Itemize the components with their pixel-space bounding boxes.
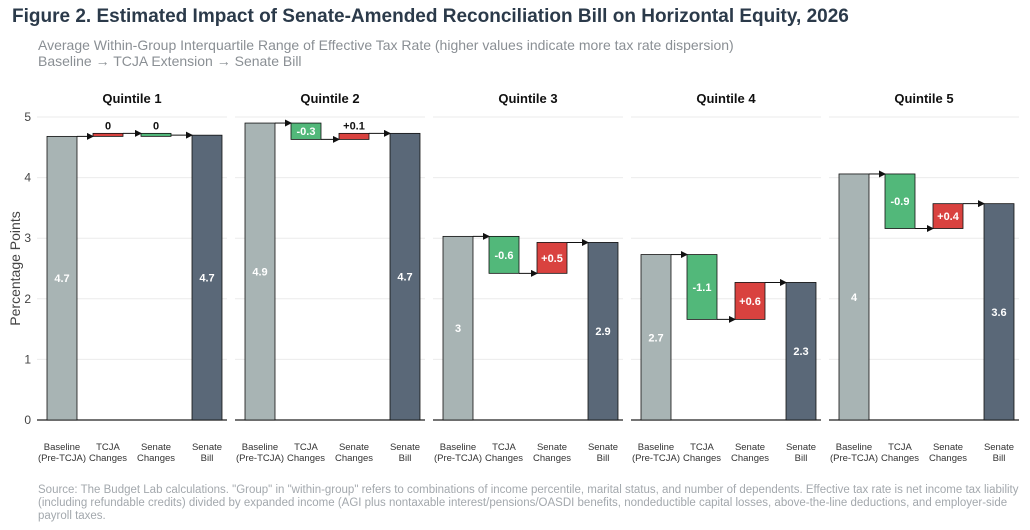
x-tick-label: Senate bbox=[141, 442, 171, 453]
x-tick-label: Senate bbox=[588, 442, 618, 453]
x-tick-label: Changes bbox=[731, 453, 769, 464]
bar-value-label: -0.3 bbox=[297, 126, 316, 138]
x-tick-label: (Pre-TCJA) bbox=[434, 453, 482, 464]
bar-final bbox=[785, 282, 817, 421]
x-tick-label: Bill bbox=[399, 453, 412, 464]
bar-total bbox=[640, 254, 672, 421]
bar-total bbox=[442, 235, 474, 421]
bar-value-label: 4.7 bbox=[199, 273, 214, 285]
bar-total bbox=[838, 173, 870, 421]
x-tick-label: Changes bbox=[89, 453, 127, 464]
panel-title: Quintile 1 bbox=[102, 91, 161, 106]
bar-increase bbox=[536, 242, 568, 274]
y-axis-label: Percentage Points bbox=[7, 211, 23, 325]
x-tick-label: Senate bbox=[537, 442, 567, 453]
bar-decrease bbox=[290, 122, 322, 140]
bar-value-label: +0.5 bbox=[541, 253, 563, 265]
x-tick-label: Bill bbox=[597, 453, 610, 464]
x-tick-label: Senate bbox=[735, 442, 765, 453]
bar-value-label: 3 bbox=[455, 323, 461, 335]
bar-increase bbox=[92, 132, 124, 137]
x-tick-label: Senate bbox=[192, 442, 222, 453]
bar-final bbox=[191, 134, 223, 421]
subtitle-line-2: Baseline → TCJA Extension → Senate Bill bbox=[38, 53, 302, 69]
y-tick-label: 5 bbox=[24, 110, 31, 124]
bar-value-label: +0.1 bbox=[343, 120, 365, 132]
x-tick-label: Senate bbox=[984, 442, 1014, 453]
bar-value-label: 4.7 bbox=[54, 273, 69, 285]
x-tick-label: Changes bbox=[683, 453, 721, 464]
x-tick-label: Baseline bbox=[638, 442, 674, 453]
y-tick-label: 0 bbox=[24, 413, 31, 427]
x-tick-label: (Pre-TCJA) bbox=[632, 453, 680, 464]
bar-value-label: -0.9 bbox=[891, 196, 910, 208]
x-tick-label: Senate bbox=[786, 442, 816, 453]
x-tick-label: TCJA bbox=[492, 442, 516, 453]
chart-title: Figure 2. Estimated Impact of Senate-Ame… bbox=[12, 6, 849, 27]
y-tick-label: 1 bbox=[24, 352, 31, 366]
x-tick-label: TCJA bbox=[294, 442, 318, 453]
x-tick-label: Baseline bbox=[44, 442, 80, 453]
y-tick-label: 3 bbox=[24, 231, 31, 245]
x-tick-label: (Pre-TCJA) bbox=[830, 453, 878, 464]
subtitle-line-1: Average Within-Group Interquartile Range… bbox=[38, 37, 734, 53]
bar-total bbox=[46, 135, 78, 421]
bar-final bbox=[389, 132, 421, 421]
x-tick-label: Baseline bbox=[836, 442, 872, 453]
bar-increase bbox=[734, 282, 766, 320]
x-tick-label: TCJA bbox=[888, 442, 912, 453]
x-tick-label: Changes bbox=[287, 453, 325, 464]
bar-total bbox=[244, 122, 276, 421]
bar-value-label: 4.7 bbox=[397, 272, 412, 284]
bar-value-label: +0.4 bbox=[937, 211, 960, 223]
x-tick-label: Bill bbox=[795, 453, 808, 464]
bar-value-label: -0.6 bbox=[495, 250, 514, 262]
x-tick-label: Bill bbox=[201, 453, 214, 464]
bar-increase bbox=[338, 132, 370, 140]
x-tick-label: Baseline bbox=[440, 442, 476, 453]
bar-value-label: 2.3 bbox=[793, 346, 808, 358]
x-tick-label: Senate bbox=[339, 442, 369, 453]
x-tick-label: Changes bbox=[485, 453, 523, 464]
x-tick-label: Changes bbox=[137, 453, 175, 464]
bar-final bbox=[983, 203, 1015, 421]
panel-title: Quintile 2 bbox=[300, 91, 359, 106]
bar-value-label: -1.1 bbox=[693, 282, 712, 294]
bar-value-label: 4.9 bbox=[252, 267, 267, 279]
bar-decrease bbox=[686, 254, 718, 320]
y-tick-label: 2 bbox=[24, 292, 31, 306]
x-tick-label: TCJA bbox=[96, 442, 120, 453]
x-tick-label: (Pre-TCJA) bbox=[38, 453, 86, 464]
x-tick-label: Baseline bbox=[242, 442, 278, 453]
bar-decrease bbox=[884, 173, 916, 229]
bar-value-label: +0.6 bbox=[739, 296, 761, 308]
y-tick-label: 4 bbox=[24, 171, 31, 185]
x-tick-label: Bill bbox=[993, 453, 1006, 464]
bar-value-label: 0 bbox=[105, 120, 111, 132]
x-tick-label: Changes bbox=[533, 453, 571, 464]
bar-value-label: 2.7 bbox=[648, 332, 663, 344]
bar-value-label: 4 bbox=[851, 292, 858, 304]
x-tick-label: TCJA bbox=[690, 442, 714, 453]
x-tick-label: (Pre-TCJA) bbox=[236, 453, 284, 464]
bar-decrease bbox=[140, 132, 172, 137]
panel-title: Quintile 3 bbox=[498, 91, 557, 106]
x-tick-label: Senate bbox=[390, 442, 420, 453]
waterfall-chart: Percentage Points 0 1 2 3 4 5 Quintile 1 4.7 0 0 4.… bbox=[7, 91, 1019, 464]
x-tick-label: Changes bbox=[929, 453, 967, 464]
source-note: Source: The Budget Lab calculations. "Gr… bbox=[38, 484, 1019, 522]
x-tick-label: Changes bbox=[881, 453, 919, 464]
bar-value-label: 3.6 bbox=[991, 307, 1006, 319]
panel-title: Quintile 4 bbox=[696, 91, 756, 106]
bar-decrease bbox=[488, 235, 520, 274]
panel-title: Quintile 5 bbox=[894, 91, 953, 106]
bar-value-label: 2.9 bbox=[595, 326, 610, 338]
bar-increase bbox=[932, 203, 964, 229]
bar-value-label: 0 bbox=[153, 120, 159, 132]
x-tick-label: Changes bbox=[335, 453, 373, 464]
x-tick-label: Senate bbox=[933, 442, 963, 453]
chart-subtitle: Average Within-Group Interquartile Range… bbox=[38, 37, 734, 69]
bar-final bbox=[587, 242, 619, 421]
